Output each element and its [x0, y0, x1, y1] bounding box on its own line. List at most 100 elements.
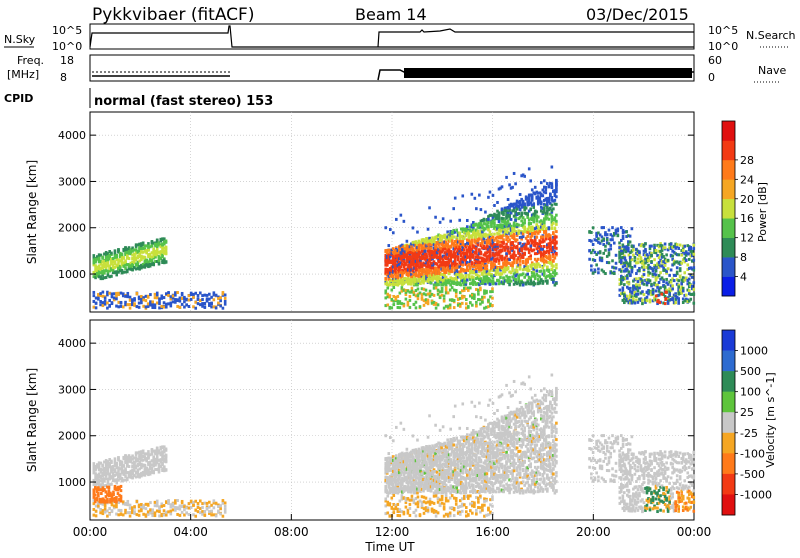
power-cell [637, 261, 640, 264]
power-cell [551, 196, 554, 199]
power-cell [643, 266, 646, 269]
power-cell [635, 277, 638, 280]
power-cell [464, 274, 467, 277]
vel-cell [101, 464, 104, 467]
power-cell [535, 210, 538, 213]
power-cell [629, 262, 632, 265]
power-cell [664, 246, 667, 249]
power-cell [660, 293, 663, 296]
power-cell [505, 243, 508, 246]
power-cell [101, 256, 104, 259]
power-cell [555, 240, 558, 243]
power-cell [142, 305, 145, 308]
power-cell [145, 299, 148, 302]
power-cell [525, 207, 528, 210]
power-cell [692, 293, 695, 296]
power-cell [478, 275, 481, 278]
power-cell [156, 239, 159, 242]
power-cell [638, 286, 641, 289]
power-cell [680, 262, 683, 265]
power-cell [551, 182, 554, 185]
power-cell [389, 228, 392, 231]
power-cell [493, 233, 496, 236]
power-cell [181, 297, 184, 300]
power-cell [523, 221, 526, 224]
power-cell [477, 243, 480, 246]
power-cell [665, 297, 668, 300]
power-cell [498, 220, 501, 223]
power-cell [215, 306, 218, 309]
power-cell [122, 292, 125, 295]
power-cell [192, 293, 195, 296]
power-cell [115, 305, 118, 308]
power-cell [384, 226, 387, 229]
power-cell [608, 229, 611, 232]
power-cell [535, 219, 538, 222]
power-cell [502, 282, 505, 285]
power-cell [685, 259, 688, 262]
power-cell [649, 272, 652, 275]
power-cell [440, 238, 443, 241]
power-cell [102, 301, 105, 304]
power-cell [144, 256, 147, 259]
power-cell [631, 266, 634, 269]
power-cell [208, 302, 211, 305]
power-cell [608, 261, 611, 264]
power-cell [486, 267, 489, 270]
power-cell [528, 269, 531, 272]
power-cell [513, 257, 516, 260]
power-cell [659, 271, 662, 274]
power-cell [479, 287, 482, 290]
power-cell [650, 283, 653, 286]
power-cell [508, 283, 511, 286]
power-cell [688, 289, 691, 292]
power-cell [95, 306, 98, 309]
power-cell [692, 281, 695, 284]
power-cell [658, 256, 661, 259]
power-cell [551, 227, 554, 230]
power-cell [156, 292, 159, 295]
power-colorbar-swatch [722, 218, 735, 238]
power-cell [481, 301, 484, 304]
power-cell [463, 248, 466, 251]
power-cell [625, 230, 628, 233]
power-colorbar-swatch [722, 179, 735, 199]
power-cell [412, 226, 415, 229]
power-cell [443, 295, 446, 298]
power-colorbar-swatch [722, 257, 735, 277]
power-cell [201, 305, 204, 308]
power-cell [493, 204, 496, 207]
power-cell [511, 186, 514, 189]
power-cell [490, 233, 493, 236]
power-cell [97, 294, 100, 297]
power-cell [393, 286, 396, 289]
power-cell [543, 179, 546, 182]
power-cell [552, 260, 555, 263]
power-cell [449, 303, 452, 306]
power-cell [219, 304, 222, 307]
power-cell [662, 255, 665, 258]
power-cell [439, 221, 442, 224]
power-cell [158, 297, 161, 300]
power-cell [554, 227, 557, 230]
power-cell [491, 297, 494, 300]
power-cell [529, 207, 532, 210]
power-cell [526, 235, 529, 238]
power-cell [393, 303, 396, 306]
power-cell [505, 176, 508, 179]
power-cell [491, 304, 494, 307]
freq-label: Freq. [17, 54, 44, 67]
power-cell [475, 207, 478, 210]
power-cell [631, 227, 634, 230]
power-cell [517, 212, 520, 215]
power-cell [108, 305, 111, 308]
power-cell [489, 283, 492, 286]
power-cell [475, 301, 478, 304]
power-cell [555, 195, 558, 198]
power-colorbar-tick-label: 4 [740, 271, 747, 284]
power-cell [686, 263, 689, 266]
power-cell [646, 299, 649, 302]
power-cell [623, 283, 626, 286]
power-cell [461, 302, 464, 305]
power-cell [508, 183, 511, 186]
